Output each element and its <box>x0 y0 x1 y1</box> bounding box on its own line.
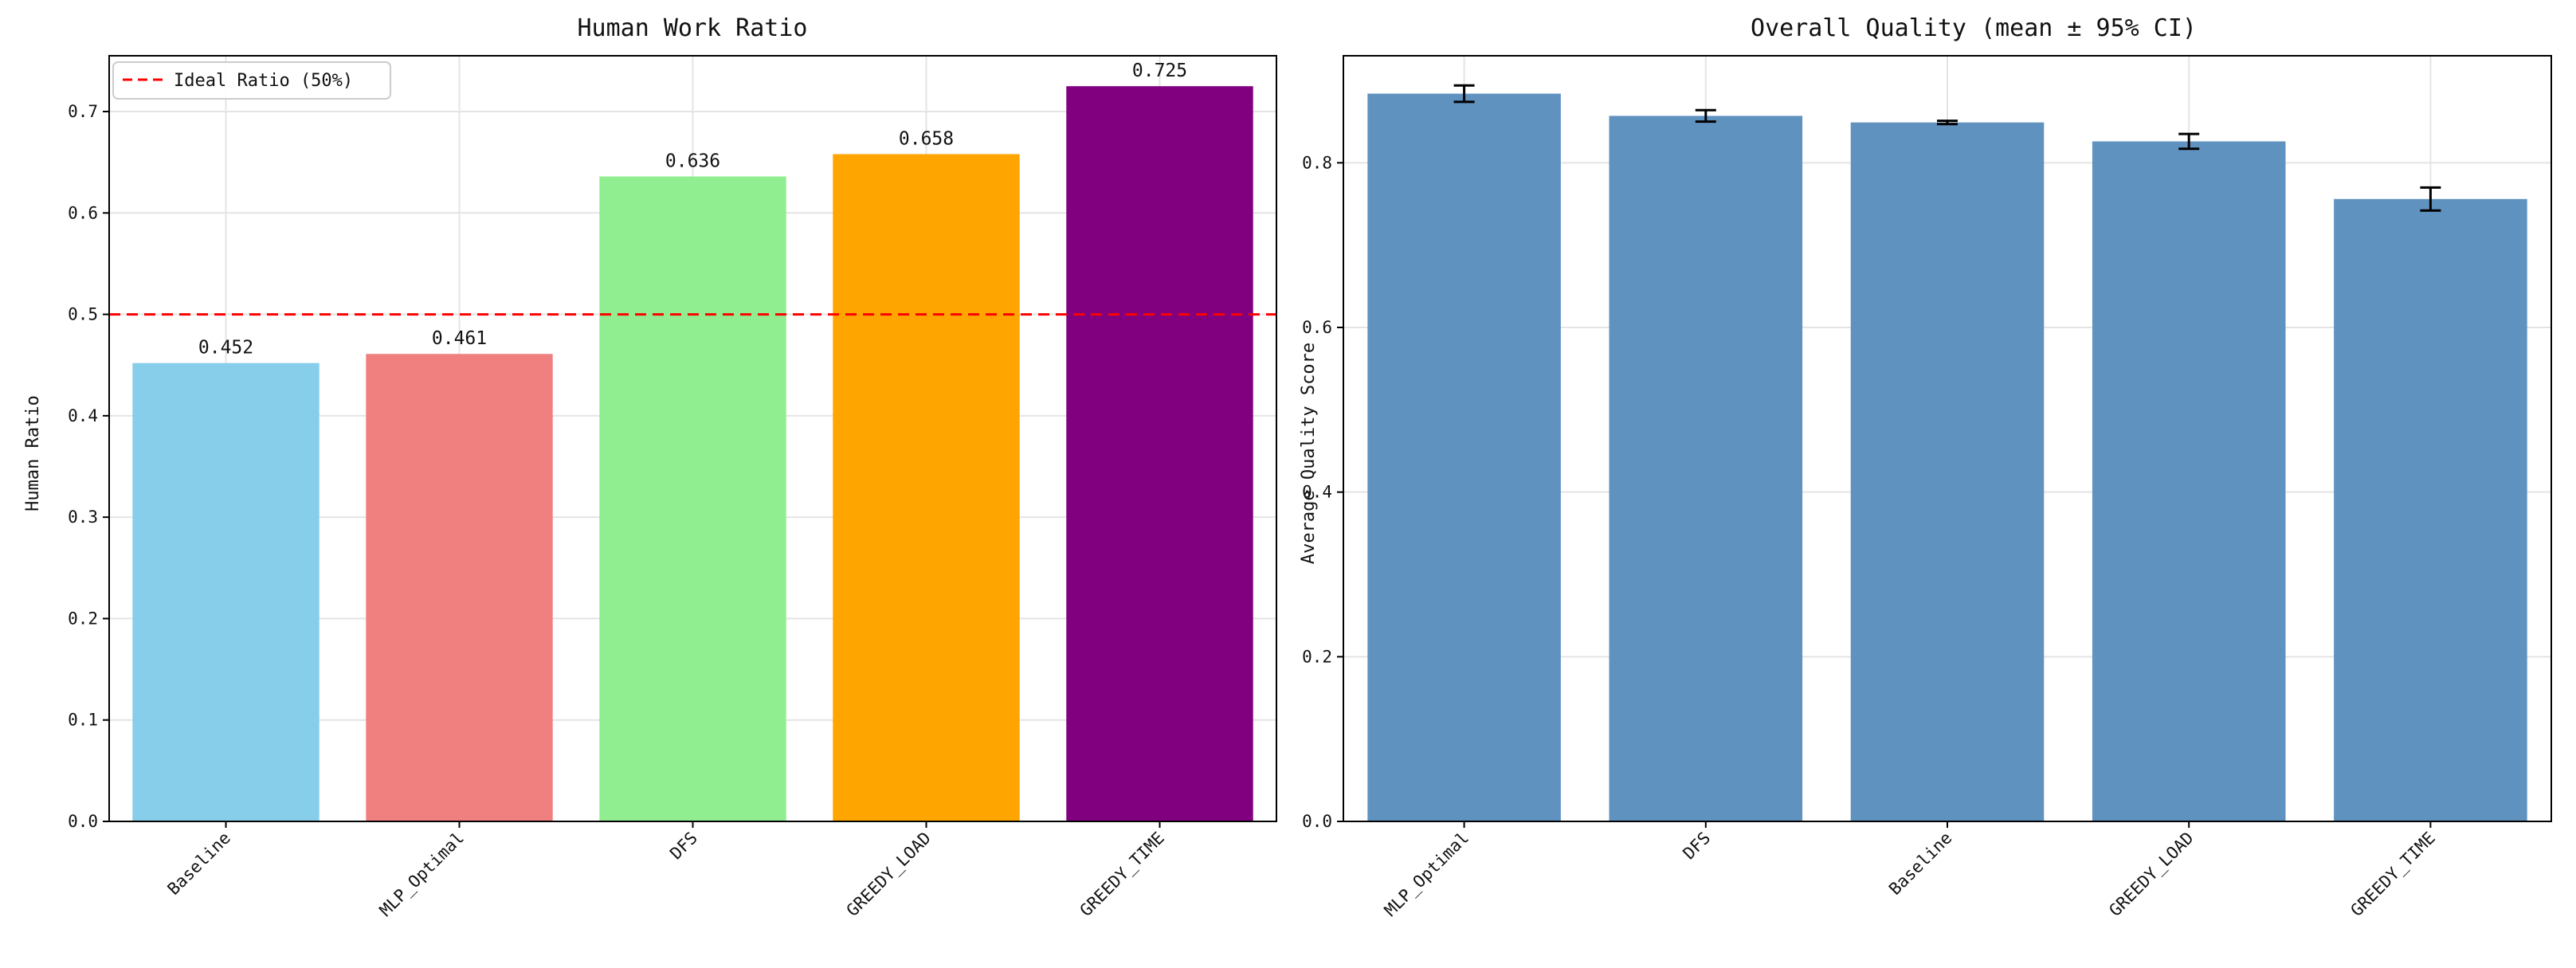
y-axis-label-left: Human Ratio <box>23 395 43 511</box>
left-y-tick-label-4: 0.4 <box>68 406 98 425</box>
left-bar-greedy-time <box>1066 86 1253 822</box>
human-work-ratio-chart: Human Work Ratio Human Ratio 0.452 0.4610… <box>23 14 1277 920</box>
left-data-label-4: 0.725 <box>1132 61 1187 81</box>
right-bar-greedy-time <box>2334 198 2527 822</box>
left-bar-mlp-optimal <box>366 354 553 821</box>
y-axis-label-right: Average Quality Score <box>1299 343 1319 564</box>
right-bar-mlp-optimal <box>1367 93 1561 822</box>
right-bar-greedy-load <box>2092 141 2286 821</box>
left-data-labels: 0.452 0.461 0.636 0.658 0.725 <box>198 61 1187 358</box>
left-y-tick-label-2: 0.2 <box>68 609 98 628</box>
left-data-label-3: 0.658 <box>899 128 954 149</box>
right-bar-dfs <box>1609 116 1803 821</box>
right-y-tick-label-0: 0.0 <box>1302 812 1332 831</box>
left-y-tick-label-6: 0.6 <box>68 203 98 222</box>
left-y-tick-label-0: 0.0 <box>68 812 98 831</box>
left-bar-greedy-load <box>833 154 1020 821</box>
left-y-tick-label-1: 0.1 <box>68 711 98 730</box>
right-y-tick-label-3: 0.6 <box>1302 318 1332 337</box>
left-legend: Ideal Ratio (50%) <box>112 61 391 100</box>
right-y-tick-label-4: 0.8 <box>1302 153 1332 172</box>
left-y-tick-label-3: 0.3 <box>68 508 98 527</box>
left-data-label-2: 0.636 <box>665 151 720 171</box>
left-bar-baseline <box>132 363 320 821</box>
chart-title-left: Human Work Ratio <box>578 14 808 42</box>
chart-title-right: Overall Quality (mean ± 95% CI) <box>1751 14 2197 42</box>
overall-quality-chart: Overall Quality (mean ± 95% CI) Average … <box>1299 14 2552 920</box>
right-error-bars <box>1453 84 2441 212</box>
right-y-tick-label-2: 0.4 <box>1302 483 1332 502</box>
left-data-label-0: 0.452 <box>198 338 253 359</box>
legend-label: Ideal Ratio (50%) <box>174 71 353 91</box>
right-bars <box>1367 93 2527 822</box>
legend-box <box>112 61 391 100</box>
right-y-tick-label-1: 0.2 <box>1302 647 1332 666</box>
left-bars <box>132 86 1253 822</box>
left-data-label-1: 0.461 <box>432 328 487 349</box>
left-bar-dfs <box>599 176 786 821</box>
right-bar-baseline <box>1850 122 2045 821</box>
left-y-tick-label-7: 0.7 <box>68 102 98 121</box>
left-y-tick-label-5: 0.5 <box>68 305 98 324</box>
